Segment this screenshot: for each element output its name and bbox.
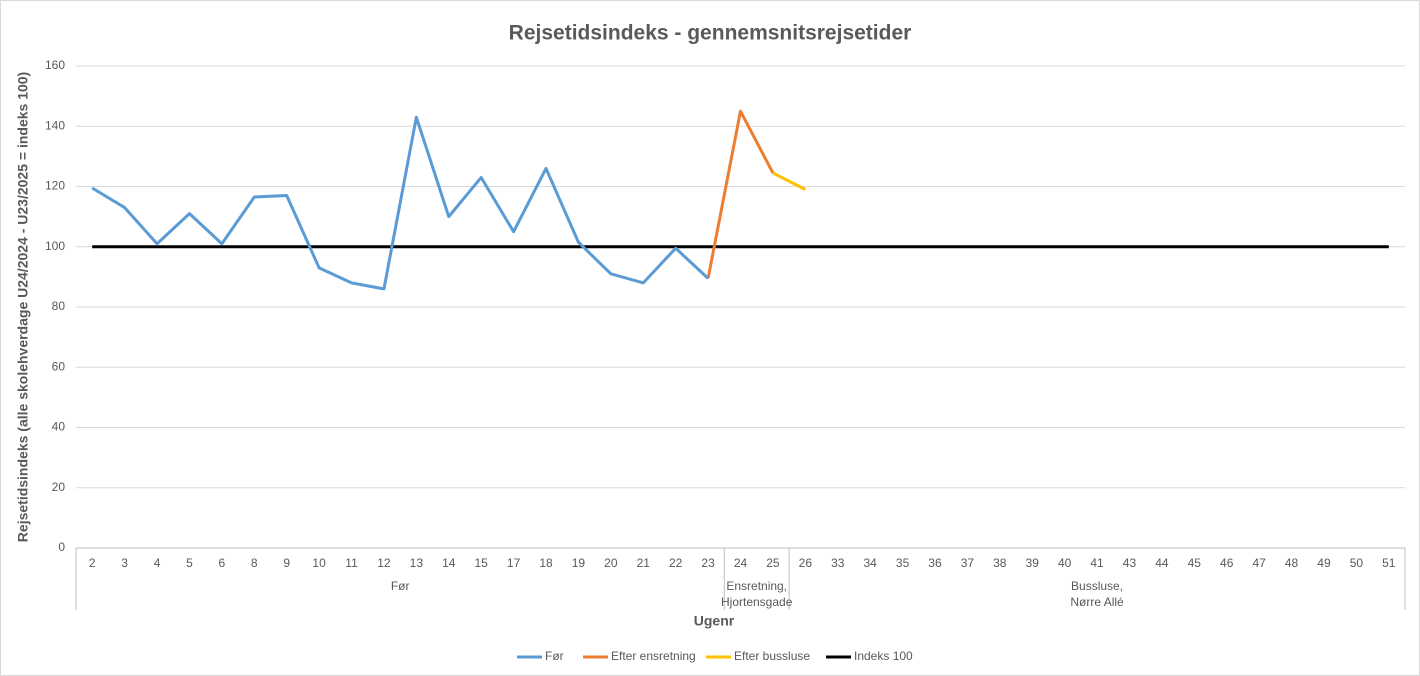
y-tick-label: 40	[52, 420, 66, 434]
x-tick-label: 35	[896, 556, 910, 570]
x-tick-label: 50	[1350, 556, 1364, 570]
group-label: Før	[391, 579, 410, 593]
x-tick-label: 41	[1090, 556, 1104, 570]
group-label: Ensretning,	[726, 579, 787, 593]
x-tick-label: 19	[572, 556, 586, 570]
x-tick-label: 38	[993, 556, 1007, 570]
x-axis-title: Ugenr	[694, 613, 735, 629]
legend-label: Efter ensretning	[611, 649, 696, 663]
series-line	[706, 109, 775, 279]
x-tick-label: 45	[1188, 556, 1202, 570]
y-tick-label: 100	[45, 239, 65, 253]
group-label: Hjortensgade	[721, 595, 793, 609]
x-tick-label: 25	[766, 556, 780, 570]
x-tick-label: 46	[1220, 556, 1234, 570]
x-tick-label: 51	[1382, 556, 1396, 570]
x-tick-label: 33	[831, 556, 845, 570]
x-tick-label: 9	[283, 556, 290, 570]
x-tick-label: 3	[121, 556, 128, 570]
x-tick-label: 49	[1317, 556, 1331, 570]
x-tick-label: 24	[734, 556, 748, 570]
x-tick-label: 48	[1285, 556, 1299, 570]
y-tick-label: 160	[45, 58, 65, 72]
x-tick-label: 36	[928, 556, 942, 570]
x-tick-label: 6	[219, 556, 226, 570]
y-axis-title: Rejsetidsindeks (alle skolehverdage U24/…	[15, 72, 31, 542]
x-tick-label: 44	[1155, 556, 1169, 570]
x-tick-label: 11	[345, 556, 358, 570]
x-tick-label: 8	[251, 556, 258, 570]
x-tick-label: 40	[1058, 556, 1072, 570]
x-tick-label: 4	[154, 556, 161, 570]
y-tick-label: 140	[45, 118, 65, 132]
series-line	[772, 171, 807, 191]
x-tick-label: 18	[539, 556, 553, 570]
chart-title: Rejsetidsindeks - gennemsnitsrejsetider	[509, 22, 912, 45]
y-tick-label: 120	[45, 179, 65, 193]
x-tick-label: 15	[475, 556, 489, 570]
legend-label: Indeks 100	[854, 649, 913, 663]
x-tick-label: 34	[863, 556, 877, 570]
x-tick-label: 2	[89, 556, 96, 570]
y-tick-label: 20	[52, 480, 66, 494]
series-line	[91, 115, 710, 291]
x-tick-label: 5	[186, 556, 193, 570]
x-tick-label: 20	[604, 556, 618, 570]
x-tick-label: 17	[507, 556, 521, 570]
group-label: Nørre Allé	[1070, 595, 1124, 609]
y-tick-label: 80	[52, 299, 66, 313]
x-tick-label: 14	[442, 556, 456, 570]
x-tick-label: 43	[1123, 556, 1137, 570]
x-tick-label: 12	[377, 556, 391, 570]
x-tick-label: 10	[312, 556, 326, 570]
x-tick-label: 13	[410, 556, 424, 570]
x-tick-label: 23	[701, 556, 715, 570]
x-tick-label: 22	[669, 556, 683, 570]
y-tick-label: 60	[52, 359, 66, 373]
x-tick-label: 39	[1026, 556, 1040, 570]
x-tick-label: 37	[961, 556, 975, 570]
legend-label: Efter bussluse	[734, 649, 810, 663]
y-tick-label: 0	[58, 540, 65, 554]
x-tick-label: 21	[637, 556, 651, 570]
x-tick-label: 47	[1252, 556, 1266, 570]
x-tick-label: 26	[799, 556, 813, 570]
legend-label: Før	[545, 649, 564, 663]
group-label: Bussluse,	[1071, 579, 1123, 593]
